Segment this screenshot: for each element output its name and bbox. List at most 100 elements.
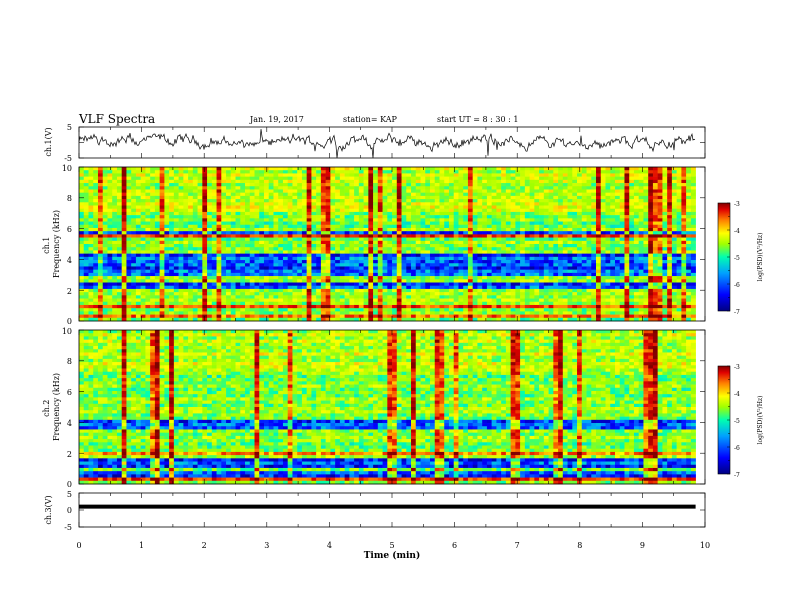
- spectrogram-cell: [429, 195, 436, 200]
- spectrogram-cell: [154, 279, 160, 283]
- spectrogram-cell: [107, 282, 113, 287]
- spectrogram-cell: [439, 186, 445, 190]
- spectrogram-cell: [543, 208, 549, 213]
- spectrogram-cell: [444, 173, 450, 177]
- spectrogram-cell: [282, 263, 288, 267]
- spectrogram-cell: [301, 279, 307, 283]
- spectrogram-cell: [135, 208, 141, 213]
- spectrogram-cell: [657, 183, 663, 187]
- spectrogram-cell: [567, 250, 573, 254]
- spectrogram-cell: [624, 237, 630, 242]
- spectrogram-cell: [434, 176, 440, 181]
- spectrogram-cell: [150, 186, 156, 190]
- spectrogram-cell: [230, 224, 236, 229]
- spectrogram-cell: [382, 176, 388, 181]
- spectrogram-cell: [259, 247, 265, 251]
- spectrogram-cell: [107, 279, 113, 283]
- spectrogram-cell: [671, 282, 677, 287]
- spectrogram-cell: [558, 170, 564, 174]
- spectrogram-cell: [363, 260, 369, 264]
- spectrogram-cell: [263, 260, 270, 264]
- spectrogram-cell: [648, 269, 654, 274]
- spectrogram-cell: [178, 179, 184, 184]
- spectrogram-cell: [662, 253, 668, 258]
- spectrogram-cell: [259, 183, 265, 187]
- spectrogram-cell: [633, 208, 639, 213]
- spectrogram-cell: [411, 224, 417, 229]
- spectrogram-cell: [221, 276, 227, 280]
- spectrogram-cell: [97, 195, 104, 200]
- spectrogram-cell: [596, 266, 602, 270]
- spectrogram-cell: [221, 256, 227, 261]
- spectrogram-cell: [169, 266, 175, 270]
- spectrogram-cell: [245, 256, 251, 261]
- spectrogram-cell: [652, 186, 658, 190]
- spectrogram-cell: [240, 231, 246, 235]
- spectrogram-cell: [349, 263, 355, 267]
- spectrogram-cell: [467, 260, 473, 264]
- spectrogram-cell: [150, 218, 156, 222]
- spectrogram-cell: [534, 285, 540, 290]
- spectrogram-cell: [524, 215, 530, 219]
- spectrogram-cell: [662, 260, 668, 264]
- spectrogram-cell: [543, 224, 549, 229]
- spectrogram-cell: [496, 234, 502, 238]
- spectrogram-cell: [273, 221, 279, 226]
- spectrogram-cell: [600, 202, 606, 206]
- spectrogram-cell: [292, 221, 298, 226]
- spectrogram-cell: [126, 189, 132, 193]
- spectrogram-cell: [226, 244, 232, 248]
- spectrogram-cell: [121, 170, 127, 174]
- spectrogram-cell: [392, 260, 398, 264]
- spectrogram-cell: [121, 215, 127, 219]
- spectrogram-cell: [330, 234, 336, 238]
- spectrogram-cell: [263, 272, 270, 277]
- spectrogram-cell: [339, 186, 345, 190]
- spectrogram-cell: [126, 263, 132, 267]
- spectrogram-cell: [439, 253, 445, 258]
- spectrogram-cell: [164, 250, 170, 254]
- spectrogram-cell: [363, 202, 369, 206]
- spectrogram-cell: [415, 183, 421, 187]
- spectrogram-cell: [235, 247, 241, 251]
- spectrogram-cell: [534, 192, 540, 197]
- spectrogram-cell: [624, 250, 630, 254]
- spectrogram-cell: [524, 279, 530, 283]
- spectrogram-cell: [529, 260, 535, 264]
- spectrogram-cell: [192, 266, 198, 270]
- spectrogram-cell: [477, 176, 483, 181]
- spectrogram-cell: [287, 266, 293, 270]
- spectrogram-cell: [135, 227, 141, 232]
- spectrogram-cell: [667, 253, 673, 258]
- spectrogram-cell: [268, 244, 274, 248]
- spectrogram-cell: [79, 250, 85, 254]
- spectrogram-cell: [629, 272, 635, 277]
- spectrogram-cell: [126, 272, 132, 277]
- spectrogram-cell: [543, 266, 549, 270]
- spectrogram-cell: [434, 247, 440, 251]
- spectrogram-cell: [83, 211, 89, 216]
- spectrogram-cell: [638, 179, 644, 184]
- spectrogram-cell: [79, 179, 85, 184]
- spectrogram-cell: [491, 282, 497, 287]
- spectrogram-cell: [510, 256, 516, 261]
- spectrogram-cell: [159, 231, 165, 235]
- spectrogram-cell: [368, 240, 374, 245]
- spectrogram-cell: [482, 211, 488, 216]
- station-label: station= KAP: [343, 115, 398, 124]
- spectrogram-cell: [686, 199, 692, 203]
- spectrogram-cell: [491, 199, 497, 203]
- spectrogram-cell: [505, 272, 511, 277]
- spectrogram-cell: [596, 244, 602, 248]
- spectrogram-cell: [472, 247, 478, 251]
- spectrogram-cell: [567, 263, 573, 267]
- spectrogram-cell: [667, 202, 673, 206]
- spectrogram-cell: [605, 260, 611, 264]
- spectrogram-cell: [316, 237, 322, 242]
- spectrogram-cell: [339, 202, 345, 206]
- spectrogram-cell: [458, 192, 464, 197]
- spectrogram-cell: [273, 231, 279, 235]
- spectrogram-cell: [254, 208, 260, 213]
- spectrogram-cell: [572, 170, 578, 174]
- spectrogram-cell: [529, 211, 535, 216]
